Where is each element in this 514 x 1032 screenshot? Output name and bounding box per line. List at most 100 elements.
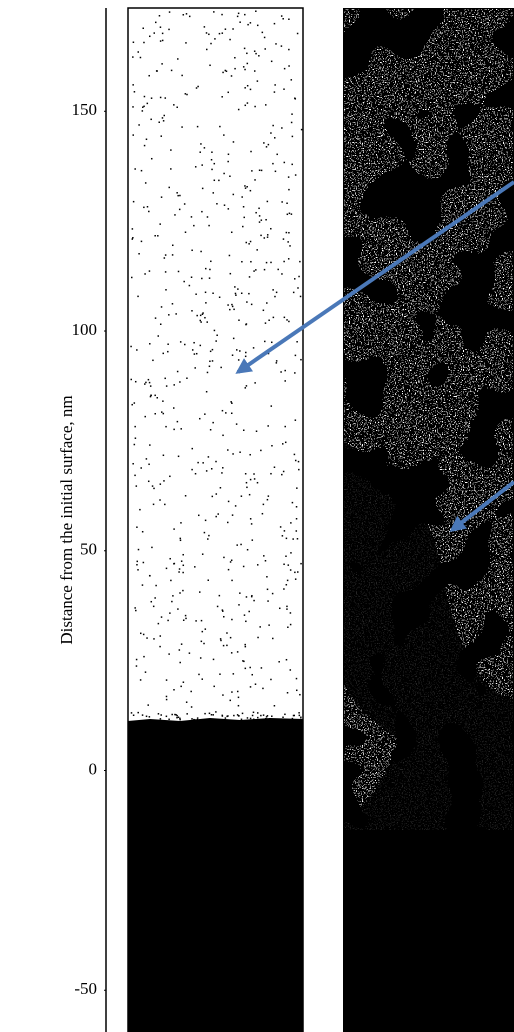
speckle [216, 203, 218, 205]
speckle [143, 41, 145, 44]
speckle [275, 43, 277, 45]
speckle [232, 193, 235, 196]
speckle [270, 472, 272, 475]
speckle [236, 544, 238, 546]
speckle [229, 699, 232, 702]
speckle [134, 607, 136, 609]
solid-region [128, 718, 303, 1032]
speckle [229, 272, 232, 275]
speckle [174, 713, 176, 716]
speckle [137, 711, 139, 714]
speckle [242, 660, 244, 662]
speckle [149, 343, 151, 345]
speckle [130, 712, 133, 714]
speckle [291, 501, 294, 504]
speckle [143, 655, 145, 658]
speckle [216, 334, 218, 337]
speckle [164, 377, 166, 380]
speckle [249, 88, 252, 91]
speckle [230, 559, 233, 562]
speckle [248, 493, 251, 496]
speckle [179, 718, 181, 721]
speckle [191, 468, 193, 471]
speckle [292, 714, 295, 717]
speckle [246, 717, 249, 719]
speckle [211, 348, 214, 351]
left-panel [127, 7, 304, 1032]
speckle [253, 50, 256, 52]
speckle [289, 669, 292, 671]
speckle [206, 371, 209, 374]
speckle [227, 568, 230, 571]
speckle [145, 715, 148, 718]
speckle [262, 503, 265, 506]
speckle [280, 45, 283, 47]
speckle [171, 254, 174, 256]
speckle [219, 125, 221, 128]
speckle [162, 412, 165, 415]
speckle [300, 562, 302, 565]
speckle [210, 260, 212, 263]
speckle [177, 608, 179, 610]
speckle [211, 360, 214, 362]
speckle [195, 620, 197, 622]
speckle [203, 642, 205, 645]
speckle [248, 610, 250, 613]
speckle [287, 258, 290, 260]
speckle [284, 441, 287, 444]
speckle [298, 275, 300, 278]
speckle [253, 599, 255, 602]
speckle [259, 626, 261, 628]
speckle [266, 498, 269, 501]
speckle [243, 216, 245, 219]
speckle [253, 70, 256, 72]
speckle [132, 41, 135, 44]
speckle [221, 96, 223, 98]
speckle [298, 468, 300, 471]
speckle [224, 28, 227, 30]
bottom-region [343, 830, 514, 1032]
speckle [168, 28, 170, 31]
speckle [213, 329, 216, 332]
speckle [286, 319, 288, 321]
speckle [182, 553, 184, 556]
speckle [296, 487, 298, 489]
speckle [229, 636, 232, 639]
speckle [285, 231, 288, 234]
speckle [179, 194, 181, 197]
speckle [256, 249, 258, 251]
speckle [244, 645, 247, 648]
speckle [255, 211, 257, 214]
speckle [260, 714, 262, 717]
speckle [239, 350, 241, 352]
speckle [208, 365, 211, 368]
speckle [159, 645, 161, 648]
speckle [154, 597, 156, 599]
speckle [130, 276, 133, 279]
speckle [271, 719, 273, 721]
speckle [241, 196, 243, 198]
speckle [174, 214, 176, 216]
speckle [249, 453, 251, 456]
speckle [270, 132, 272, 134]
speckle [245, 323, 247, 326]
speckle [157, 235, 159, 237]
speckle [260, 449, 262, 452]
speckle [233, 308, 235, 311]
speckle [160, 714, 162, 716]
speckle [188, 15, 191, 18]
speckle [143, 95, 146, 98]
speckle [213, 179, 216, 182]
speckle [255, 10, 257, 12]
speckle [248, 243, 250, 245]
speckle [201, 210, 203, 213]
speckle [253, 473, 255, 475]
speckle [172, 595, 174, 597]
speckle [176, 370, 179, 373]
speckle [204, 316, 206, 319]
speckle [158, 15, 161, 17]
speckle [165, 385, 168, 387]
speckle [283, 588, 285, 590]
speckle [285, 583, 288, 586]
speckle [266, 234, 269, 236]
